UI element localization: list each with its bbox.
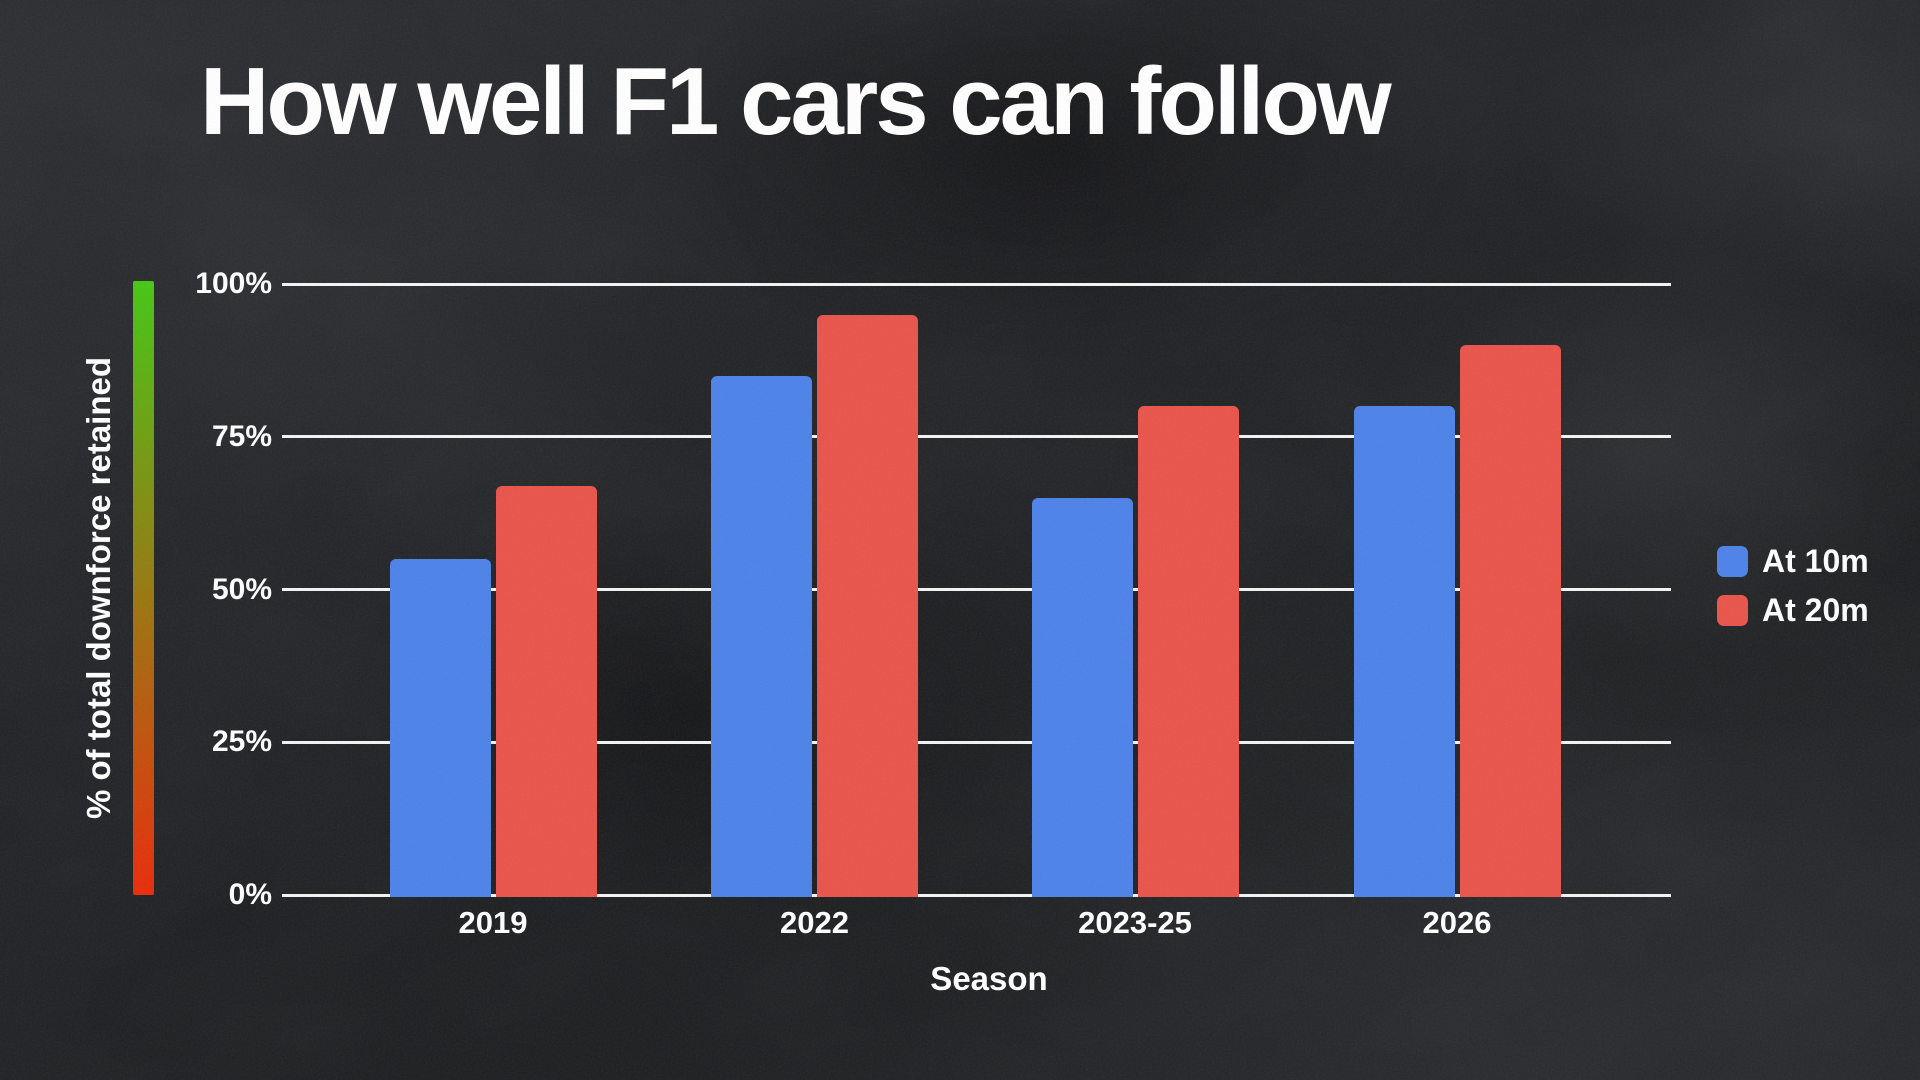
y-tick-label-25: 25% bbox=[211, 725, 272, 759]
gridline-100 bbox=[282, 282, 1671, 286]
legend-item-at-10m: At 10m bbox=[1717, 543, 1869, 579]
legend-label: At 20m bbox=[1762, 592, 1869, 628]
bar-at-10m-2019 bbox=[389, 558, 491, 897]
x-tick-label-2023-25: 2023-25 bbox=[1078, 905, 1192, 940]
bar-at-10m-2026 bbox=[1353, 406, 1455, 897]
x-tick-label-2026: 2026 bbox=[1422, 905, 1492, 940]
x-axis-title: Season bbox=[930, 960, 1048, 997]
legend-swatch-blue bbox=[1717, 546, 1748, 577]
legend-label: At 10m bbox=[1762, 543, 1869, 579]
bar-at-20m-2019 bbox=[495, 485, 597, 897]
x-tick-label-2022: 2022 bbox=[780, 905, 849, 940]
bar-at-10m-2023-25 bbox=[1031, 497, 1133, 897]
bar-at-20m-2023-25 bbox=[1137, 406, 1239, 897]
y-tick-label-0: 0% bbox=[228, 878, 272, 911]
bar-at-10m-2022 bbox=[711, 375, 812, 897]
bar-at-20m-2022 bbox=[817, 314, 918, 897]
legend: At 10m At 20m bbox=[1717, 543, 1869, 644]
legend-item-at-20m: At 20m bbox=[1717, 592, 1869, 628]
chart-title: How well F1 cars can follow bbox=[200, 48, 1392, 155]
legend-swatch-red bbox=[1717, 595, 1748, 626]
x-tick-label-2019: 2019 bbox=[458, 905, 528, 940]
bar-at-20m-2026 bbox=[1459, 345, 1561, 897]
y-tick-label-100: 100% bbox=[195, 267, 272, 300]
y-axis-gradient-scale bbox=[133, 281, 154, 895]
y-tick-label-50: 50% bbox=[211, 572, 272, 606]
y-tick-label-75: 75% bbox=[211, 419, 272, 453]
y-axis-title: % of total downforce retained bbox=[80, 356, 117, 820]
